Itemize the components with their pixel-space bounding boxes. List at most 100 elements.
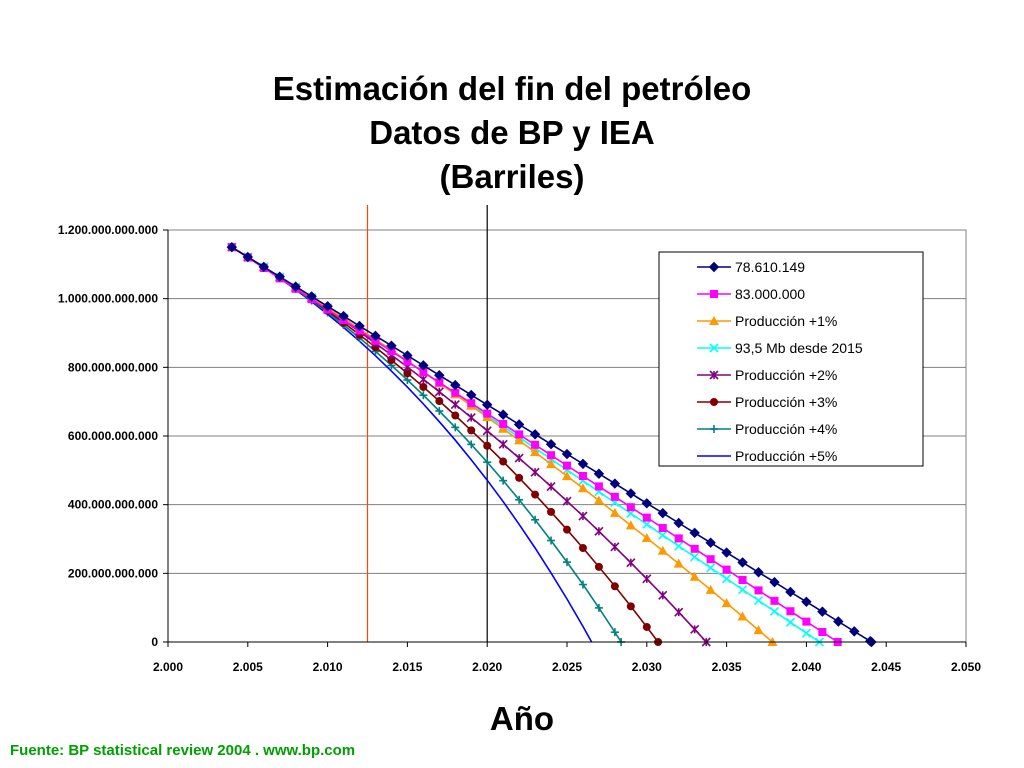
chart-title-line-1: Estimación del fin del petróleo — [272, 70, 752, 107]
data-point — [658, 524, 667, 533]
data-point — [690, 544, 699, 553]
data-point — [434, 387, 444, 397]
legend-item: Producción +2% — [697, 367, 837, 383]
legend-label: Producción +2% — [735, 367, 837, 383]
data-point — [594, 562, 603, 571]
data-point — [738, 576, 747, 585]
data-point — [435, 397, 444, 406]
data-point — [226, 241, 238, 253]
data-point — [577, 458, 589, 470]
legend-item: 83.000.000 — [697, 286, 805, 302]
data-point — [802, 617, 811, 626]
legend-item: Producción +1% — [697, 313, 837, 329]
x-tick-label: 2.040 — [791, 660, 821, 674]
data-point — [706, 563, 716, 573]
data-point — [466, 412, 476, 423]
data-point — [514, 453, 524, 463]
data-point — [450, 379, 461, 391]
data-point — [625, 488, 637, 499]
legend-item: 93,5 Mb desde 2015 — [697, 340, 863, 356]
data-point — [657, 545, 668, 555]
data-point — [626, 558, 636, 568]
legend-label: 78.610.149 — [735, 259, 805, 275]
legend-label: Producción +4% — [735, 421, 837, 437]
y-tick-label: 0 — [151, 635, 158, 649]
data-point — [546, 459, 557, 469]
data-point — [531, 440, 540, 449]
data-point — [849, 626, 860, 637]
data-point — [497, 409, 509, 420]
data-point — [531, 515, 540, 524]
chart-title-line-2: Datos de BP y IEA — [369, 114, 655, 151]
data-point — [467, 426, 476, 435]
data-point — [451, 423, 460, 432]
data-point — [498, 423, 509, 433]
data-point — [593, 468, 605, 479]
series-78-610-149 — [226, 241, 877, 648]
data-point — [770, 596, 779, 605]
data-point — [418, 374, 428, 384]
data-point — [419, 382, 428, 391]
data-point — [833, 616, 844, 627]
data-point — [753, 567, 764, 578]
data-point — [609, 478, 621, 489]
legend-item: Producción +4% — [697, 421, 837, 437]
x-tick-label: 2.020 — [472, 660, 502, 674]
data-point — [709, 316, 719, 325]
data-point — [626, 602, 635, 611]
data-point — [737, 611, 748, 621]
data-point — [531, 490, 540, 499]
data-point — [419, 367, 428, 376]
x-tick-label: 2.035 — [712, 660, 742, 674]
data-point — [529, 429, 541, 440]
legend-label: Producción +3% — [735, 394, 837, 410]
data-point — [769, 606, 780, 616]
data-point — [578, 543, 587, 552]
data-point — [290, 281, 301, 292]
data-point — [577, 483, 588, 493]
data-point — [563, 558, 571, 567]
data-point — [482, 426, 492, 436]
data-point — [483, 441, 492, 450]
data-point — [547, 451, 556, 460]
data-point — [242, 251, 254, 263]
data-point — [594, 603, 603, 612]
data-point — [403, 369, 412, 378]
data-point — [546, 481, 556, 492]
data-point — [708, 261, 720, 273]
legend-label: Producción +1% — [735, 313, 837, 329]
data-point — [658, 530, 668, 540]
data-point — [578, 580, 587, 589]
data-point — [642, 513, 651, 522]
data-point — [578, 511, 588, 521]
data-point — [386, 340, 397, 351]
x-axis-title: Año — [489, 700, 555, 737]
data-point — [610, 492, 619, 501]
x-tick-label: 2.030 — [632, 660, 662, 674]
data-point — [689, 527, 700, 539]
data-point — [690, 552, 700, 562]
data-point — [593, 495, 604, 505]
data-point — [610, 628, 619, 637]
data-point — [721, 547, 732, 558]
x-tick-label: 2.005 — [233, 660, 263, 674]
data-point — [515, 473, 524, 482]
data-point — [450, 399, 460, 410]
data-point — [706, 555, 715, 564]
data-point — [674, 607, 684, 617]
chart-title-line-3: (Barriles) — [439, 158, 585, 195]
series-producci-n-4- — [227, 243, 626, 646]
data-point — [722, 565, 731, 574]
data-point — [690, 624, 700, 634]
data-point — [657, 507, 668, 519]
data-point — [673, 517, 684, 529]
data-point — [322, 301, 333, 312]
data-point — [545, 438, 557, 450]
data-point — [370, 330, 381, 342]
series-producci-n-3- — [227, 243, 663, 646]
data-point — [563, 461, 571, 470]
data-point — [642, 519, 652, 529]
data-point — [705, 537, 716, 548]
data-point — [753, 595, 764, 606]
